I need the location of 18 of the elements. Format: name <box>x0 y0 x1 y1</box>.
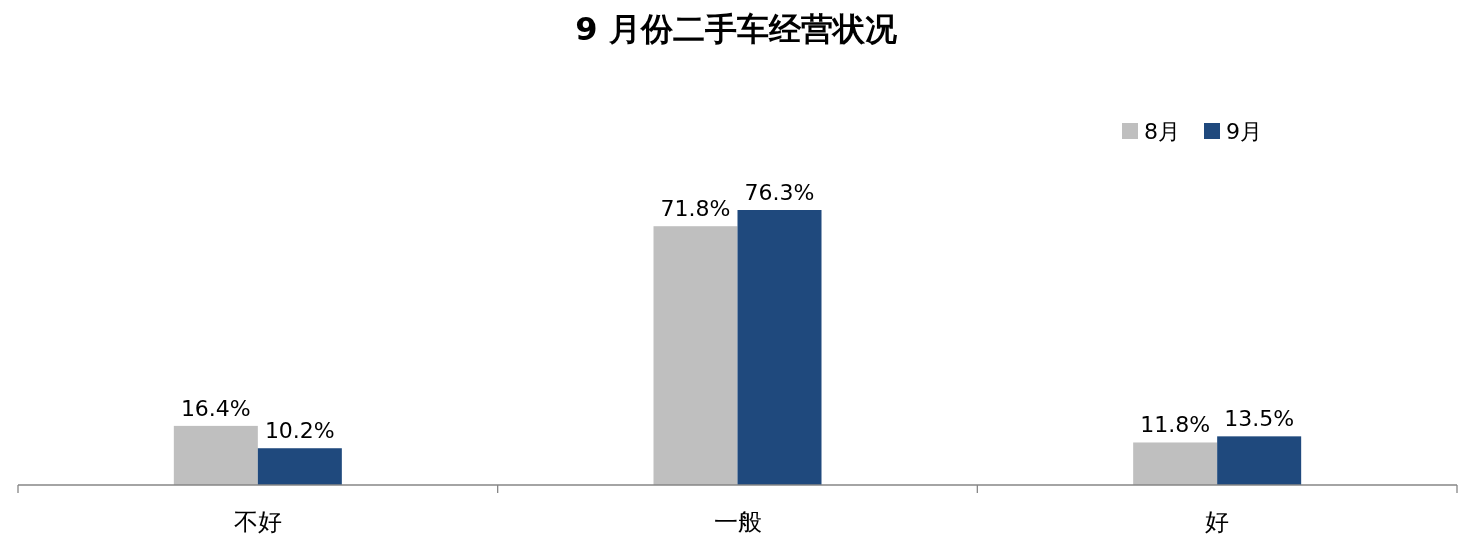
bar <box>257 448 342 485</box>
data-label: 16.4% <box>180 395 251 421</box>
data-label: 10.2% <box>264 418 335 444</box>
bar <box>737 210 822 485</box>
bar <box>1133 442 1218 485</box>
bar <box>1217 436 1302 485</box>
bar <box>653 226 738 485</box>
data-label: 76.3% <box>744 180 815 205</box>
x-tick-label: 不好 <box>233 508 282 536</box>
bar <box>173 425 258 485</box>
legend-label: 9月 <box>1226 119 1262 144</box>
data-label: 71.8% <box>660 196 731 222</box>
x-tick-label: 好 <box>1205 508 1230 536</box>
data-label: 11.8% <box>1140 412 1211 438</box>
data-label: 13.5% <box>1224 406 1295 432</box>
x-tick-label: 一般 <box>713 508 762 536</box>
chart-title: 9 月份二手车经营状况 <box>575 10 898 48</box>
legend-label: 8月 <box>1144 119 1180 144</box>
